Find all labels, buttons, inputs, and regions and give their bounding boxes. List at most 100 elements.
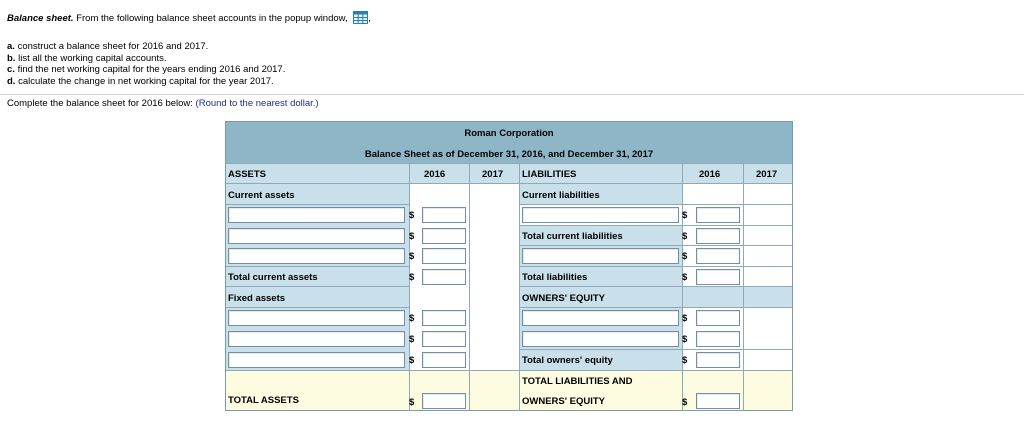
intro-comma: , [368, 13, 371, 24]
grid-line [226, 163, 792, 164]
dollar-sign: $ [409, 251, 415, 262]
liability-2016-input[interactable] [696, 207, 740, 223]
fixed-asset-2016-input[interactable] [422, 310, 466, 326]
grid-line [226, 266, 409, 267]
task-item: c. find the net working capital for the … [7, 64, 286, 75]
equity-2016-input[interactable] [696, 331, 740, 347]
task-list: a. construct a balance sheet for 2016 an… [7, 41, 285, 87]
grid-line [226, 204, 409, 205]
total-liab-equity-2016-input[interactable] [696, 393, 740, 409]
grid-line [519, 204, 792, 205]
total-assets-2016-input[interactable] [422, 393, 466, 409]
total-current-liabilities-row [519, 225, 682, 245]
total-assets-label: TOTAL ASSETS [228, 395, 299, 406]
grid-line [519, 245, 792, 246]
instruction: Complete the balance sheet for 2016 belo… [7, 98, 319, 109]
asset-2016-input[interactable] [422, 207, 466, 223]
balance-sheet-table: Roman Corporation Balance Sheet as of De… [225, 121, 793, 411]
total-liab-equity-row [519, 370, 792, 410]
grid-line [682, 163, 683, 411]
fixed-asset-2016-input[interactable] [422, 331, 466, 347]
owners-equity-label: OWNERS' EQUITY [522, 293, 606, 304]
dollar-sign: $ [409, 231, 415, 242]
dollar-sign: $ [682, 231, 688, 242]
total-current-assets-2016-input[interactable] [422, 269, 466, 285]
grid-line [519, 307, 792, 308]
liab-year-2016-cell [682, 163, 743, 183]
liab-year-2017: 2017 [756, 169, 778, 180]
fixed-asset-name-input[interactable] [228, 352, 405, 368]
dollar-sign: $ [682, 272, 688, 283]
current-liability-name-input[interactable] [522, 207, 679, 223]
instruction-text: Complete the balance sheet for 2016 belo… [7, 98, 193, 109]
liab-year-2017-cell [743, 163, 792, 183]
total-liabilities-2016-input[interactable] [696, 269, 740, 285]
grid-line [743, 163, 744, 411]
total-current-assets-label: Total current assets [228, 272, 318, 283]
assets-header: ASSETS [228, 169, 267, 180]
dollar-sign: $ [682, 210, 688, 221]
table-header: Roman Corporation Balance Sheet as of De… [226, 122, 792, 163]
year-2016-cell [409, 163, 469, 183]
dollar-sign: $ [409, 334, 415, 345]
total-liabilities-row [519, 266, 682, 286]
current-assets-label: Current assets [228, 190, 295, 201]
total-owners-equity-row [519, 349, 682, 370]
intro-line: Balance sheet. From the following balanc… [7, 11, 371, 28]
liability-name-input[interactable] [522, 248, 679, 264]
dollar-sign: $ [682, 355, 688, 366]
fixed-asset-2016-input[interactable] [422, 352, 466, 368]
dollar-sign: $ [682, 313, 688, 324]
grid-line [519, 163, 520, 411]
grid-line [226, 286, 409, 287]
dollar-sign: $ [409, 355, 415, 366]
asset-2016-input[interactable] [422, 228, 466, 244]
table-grid-icon[interactable] [353, 11, 369, 28]
grid-line [519, 266, 792, 267]
liability-2016-input[interactable] [696, 248, 740, 264]
assets-year-2016: 2016 [424, 169, 446, 180]
liabilities-header-cell [519, 163, 682, 183]
asset-2016-input[interactable] [422, 248, 466, 264]
intro-title: Balance sheet. [7, 13, 74, 24]
equity-name-input[interactable] [522, 310, 679, 326]
current-liabilities-row [519, 183, 682, 204]
dollar-sign: $ [682, 251, 688, 262]
fixed-asset-name-input[interactable] [228, 331, 405, 347]
equity-2016-input[interactable] [696, 310, 740, 326]
total-owners-equity-2016-input[interactable] [696, 352, 740, 368]
grid-line [226, 307, 409, 308]
liabilities-header: LIABILITIES [522, 169, 577, 180]
assets-header-cell [226, 163, 409, 183]
liab-year-2016: 2016 [699, 169, 721, 180]
grid-line [409, 163, 410, 411]
total-owners-equity-label: Total owners' equity [522, 355, 613, 366]
divider [0, 94, 1024, 95]
company-name: Roman Corporation [464, 128, 554, 139]
current-asset-name-input[interactable] [228, 207, 405, 223]
dollar-sign: $ [682, 397, 688, 408]
total-liab-equity-label-1: TOTAL LIABILITIES AND [522, 376, 633, 387]
current-liabilities-label: Current liabilities [522, 190, 600, 201]
fixed-assets-label: Fixed assets [228, 293, 286, 304]
intro-text: From the following balance sheet account… [76, 13, 348, 24]
dollar-sign: $ [409, 313, 415, 324]
dollar-sign: $ [682, 334, 688, 345]
assets-year-2017: 2017 [482, 169, 504, 180]
year-2017-cell [469, 163, 519, 183]
task-item: d. calculate the change in net working c… [7, 75, 274, 87]
round-hint: (Round to the nearest dollar.) [195, 98, 319, 109]
current-asset-name-input[interactable] [228, 228, 405, 244]
current-asset-name-input[interactable] [228, 248, 405, 264]
task-item: b. list all the working capital accounts… [7, 52, 167, 64]
total-assets-row [226, 370, 519, 410]
grid-line [519, 286, 792, 287]
total-current-liabilities-label: Total current liabilities [522, 231, 623, 242]
equity-name-input[interactable] [522, 331, 679, 347]
total-liab-equity-label-2: OWNERS' EQUITY [522, 396, 606, 407]
fixed-asset-name-input[interactable] [228, 310, 405, 326]
grid-line [226, 370, 792, 371]
total-current-liabilities-2016-input[interactable] [696, 228, 740, 244]
dollar-sign: $ [409, 210, 415, 221]
dollar-sign: $ [409, 397, 415, 408]
